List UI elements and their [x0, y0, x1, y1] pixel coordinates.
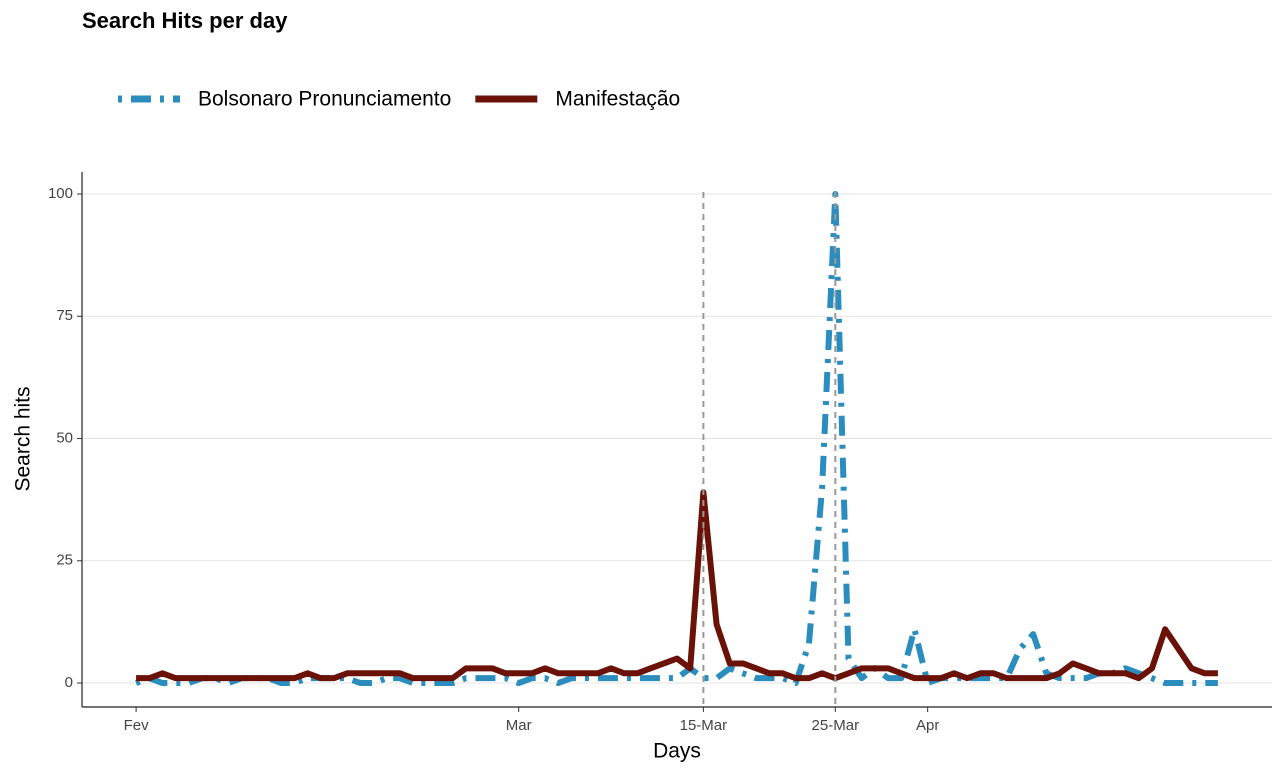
- data-line: [136, 489, 1218, 682]
- y-tick-label: 25: [56, 552, 73, 569]
- y-tick-label: 100: [48, 185, 73, 202]
- y-axis-label: Search hits: [12, 386, 35, 491]
- x-tick-label: 15-Mar: [680, 717, 728, 734]
- x-tick-label: 25-Mar: [812, 717, 860, 734]
- x-axis-label: Days: [653, 740, 701, 763]
- x-tick-label: Apr: [916, 717, 939, 734]
- chart-title: Search Hits per day: [82, 8, 288, 33]
- legend-label: Bolsonaro Pronunciamento: [198, 88, 451, 111]
- y-tick-label: 0: [65, 674, 73, 691]
- x-tick-label: Fev: [124, 717, 150, 734]
- x-tick-label: Mar: [506, 717, 532, 734]
- y-tick-label: 50: [56, 429, 73, 446]
- legend-label: Manifestação: [555, 88, 680, 111]
- y-tick-label: 75: [56, 307, 73, 324]
